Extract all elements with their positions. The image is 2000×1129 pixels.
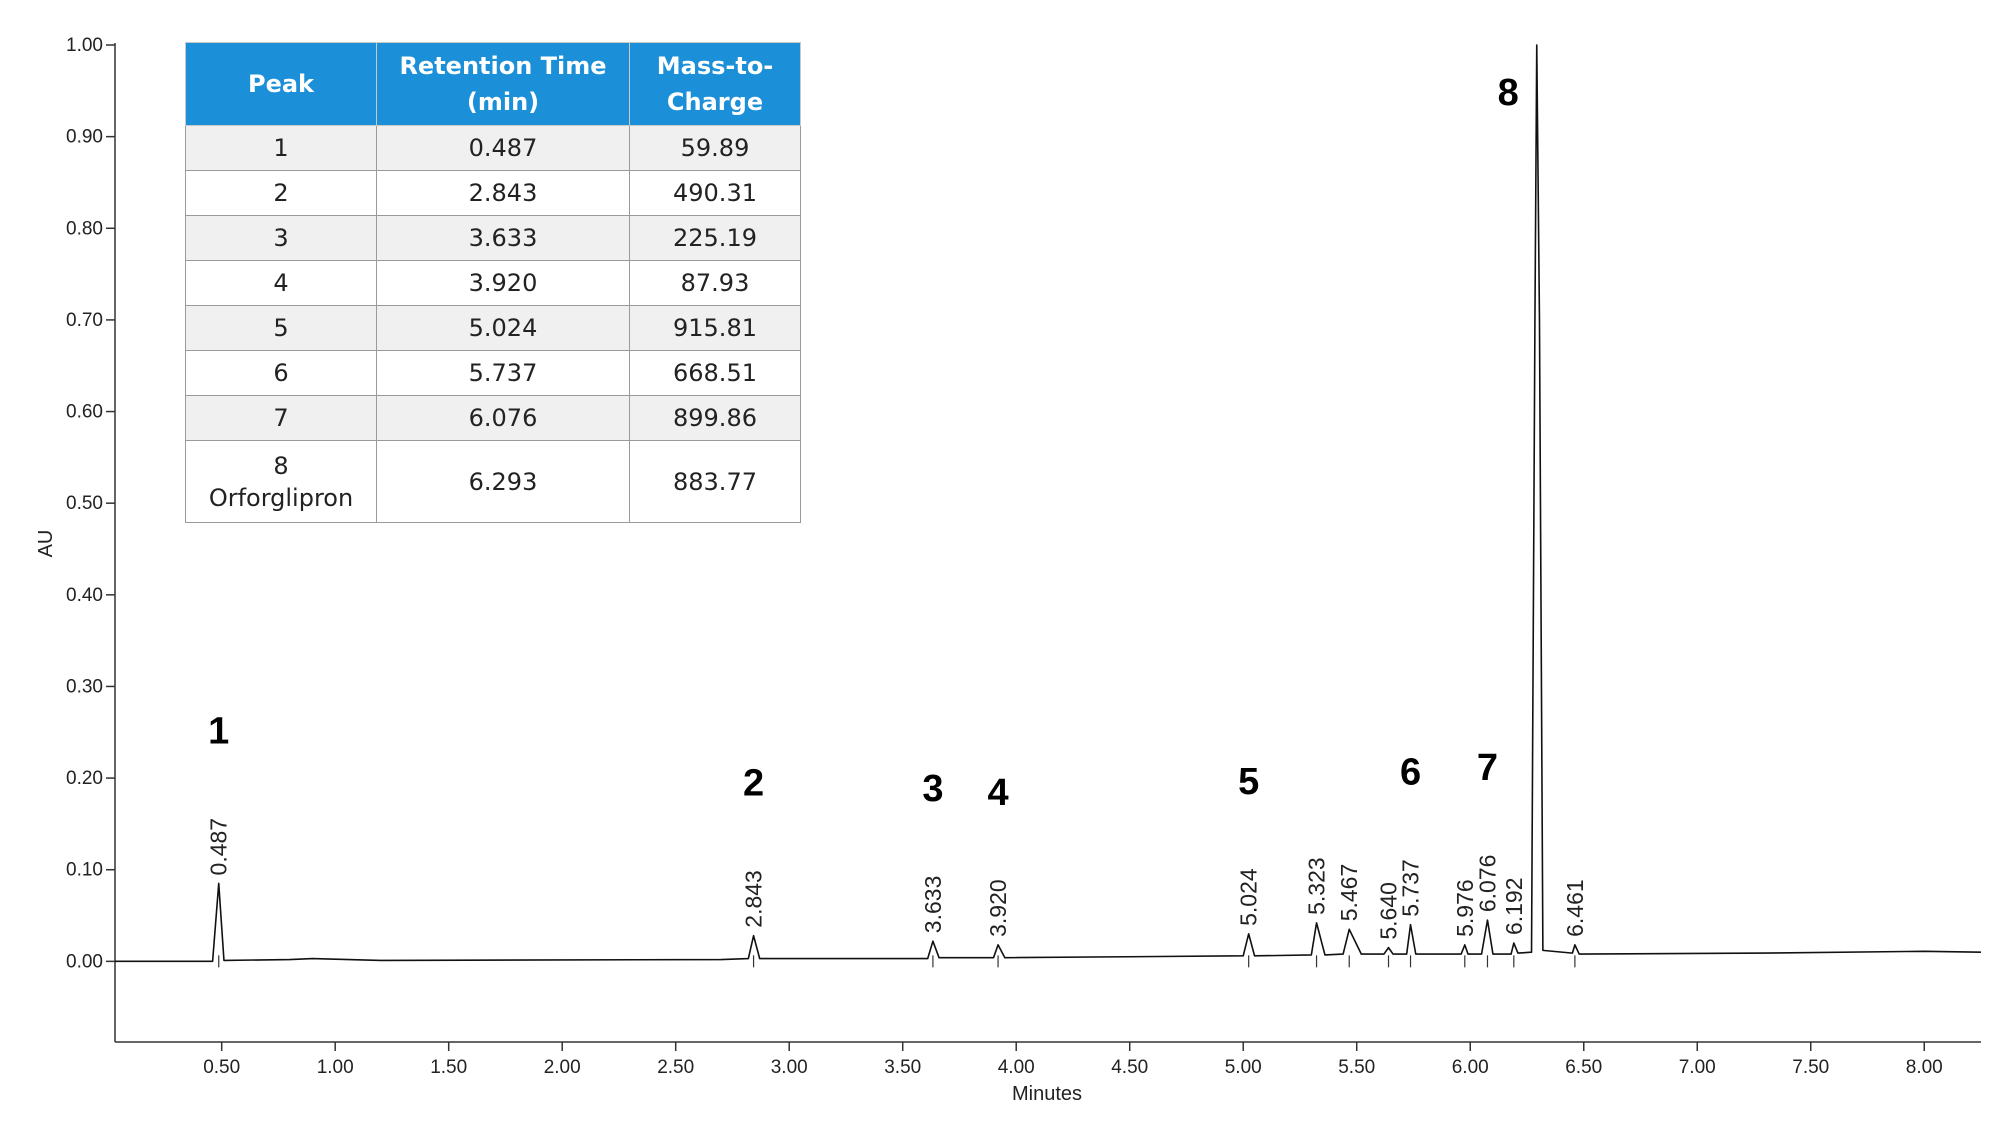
peak-number: 2 [743, 763, 764, 805]
table-cell: 3 [185, 215, 377, 261]
table-cell: 8 Orforglipron [185, 440, 377, 523]
y-tick-label: 0.20 [66, 768, 103, 789]
x-tick-label: 1.50 [430, 1057, 467, 1078]
retention-time-label: 6.192 [1501, 877, 1527, 935]
y-tick-label: 0.70 [66, 310, 103, 331]
table-row: 5 5.024 915.81 [185, 305, 801, 351]
y-tick-label: 0.80 [66, 218, 103, 239]
table-cell: 1 [185, 125, 377, 171]
table-cell: 6 [185, 350, 377, 396]
x-tick-label: 6.00 [1452, 1057, 1489, 1078]
x-tick-label: 3.00 [771, 1057, 808, 1078]
retention-time-label: 5.467 [1336, 864, 1362, 922]
retention-time-label: 2.843 [741, 870, 767, 928]
x-tick-label: 8.00 [1906, 1057, 1943, 1078]
retention-time-label: 5.323 [1304, 857, 1330, 915]
x-tick-label: 2.50 [657, 1057, 694, 1078]
y-tick-label: 0.60 [66, 402, 103, 423]
table-cell: 883.77 [629, 440, 801, 523]
retention-time-label: 5.640 [1376, 882, 1402, 940]
table-cell: 899.86 [629, 395, 801, 441]
x-tick-label: 5.50 [1338, 1057, 1375, 1078]
table-cell: 225.19 [629, 215, 801, 261]
table-cell: 490.31 [629, 170, 801, 216]
table-cell: 668.51 [629, 350, 801, 396]
x-tick-label: 4.00 [998, 1057, 1035, 1078]
x-tick-label: 7.50 [1792, 1057, 1829, 1078]
table-cell: 0.487 [376, 125, 630, 171]
table-cell: 4 [185, 260, 377, 306]
peak-number: 7 [1477, 747, 1498, 789]
table-row: 8 Orforglipron 6.293 883.77 [185, 440, 801, 523]
table-cell: 59.89 [629, 125, 801, 171]
peak-number: 6 [1400, 752, 1421, 794]
x-tick-label: 6.50 [1565, 1057, 1602, 1078]
table-cell: 87.93 [629, 260, 801, 306]
table-cell: 2.843 [376, 170, 630, 216]
table-header: Peak Retention Time (min) Mass-to-Charge [185, 42, 801, 126]
table-cell: 2 [185, 170, 377, 216]
retention-time-label: 6.461 [1562, 879, 1588, 937]
table-row: 1 0.487 59.89 [185, 125, 801, 171]
table-cell: 6.293 [376, 440, 630, 523]
x-tick-label: 3.50 [884, 1057, 921, 1078]
table-row: 6 5.737 668.51 [185, 350, 801, 396]
table-body: 1 0.487 59.89 2 2.843 490.31 3 3.633 225.19 4 3.92… [185, 125, 801, 523]
table-cell: 3.633 [376, 215, 630, 261]
y-tick-label: 0.10 [66, 860, 103, 881]
header-cell: Peak [185, 42, 377, 126]
x-tick-label: 1.00 [317, 1057, 354, 1078]
y-tick-label: 0.50 [66, 493, 103, 514]
x-axis-title: Minutes [1012, 1083, 1082, 1105]
table-cell: 5.024 [376, 305, 630, 351]
retention-time-label: 5.737 [1398, 859, 1424, 917]
table-cell: 915.81 [629, 305, 801, 351]
retention-time-label: 3.920 [985, 879, 1011, 937]
table-cell: 3.920 [376, 260, 630, 306]
retention-time-label: 5.024 [1236, 868, 1262, 926]
table-row: 2 2.843 490.31 [185, 170, 801, 216]
peak-number: 3 [922, 768, 943, 810]
peak-number: 8 [1498, 72, 1519, 114]
retention-time-label: 5.976 [1452, 879, 1478, 937]
y-tick-label: 0.30 [66, 676, 103, 697]
retention-time-label: 0.487 [206, 818, 232, 876]
chromatogram-trace [115, 44, 1982, 963]
header-cell: Mass-to-Charge [629, 42, 801, 126]
table-row: 7 6.076 899.86 [185, 395, 801, 441]
y-tick-label: 1.00 [66, 35, 103, 56]
peak-number: 5 [1238, 761, 1259, 803]
retention-time-label: 6.076 [1474, 855, 1500, 913]
peak-number: 1 [208, 710, 229, 752]
y-axis-title: AU [35, 530, 57, 558]
x-tick-label: 2.00 [544, 1057, 581, 1078]
x-tick-label: 0.50 [203, 1057, 240, 1078]
x-tick-label: 7.00 [1679, 1057, 1716, 1078]
x-tick-label: 4.50 [1111, 1057, 1148, 1078]
peak-table: Peak Retention Time (min) Mass-to-Charge… [185, 42, 801, 523]
y-tick-label: 0.40 [66, 585, 103, 606]
table-cell: 5.737 [376, 350, 630, 396]
table-cell: 7 [185, 395, 377, 441]
y-tick-label: 0.00 [66, 951, 103, 972]
x-tick-label: 5.00 [1225, 1057, 1262, 1078]
header-cell: Retention Time (min) [376, 42, 630, 126]
table-row: 4 3.920 87.93 [185, 260, 801, 306]
table-row: 3 3.633 225.19 [185, 215, 801, 261]
table-cell: 5 [185, 305, 377, 351]
retention-time-label: 3.633 [920, 876, 946, 934]
table-cell: 6.076 [376, 395, 630, 441]
y-tick-label: 0.90 [66, 127, 103, 148]
peak-number: 4 [987, 772, 1008, 814]
